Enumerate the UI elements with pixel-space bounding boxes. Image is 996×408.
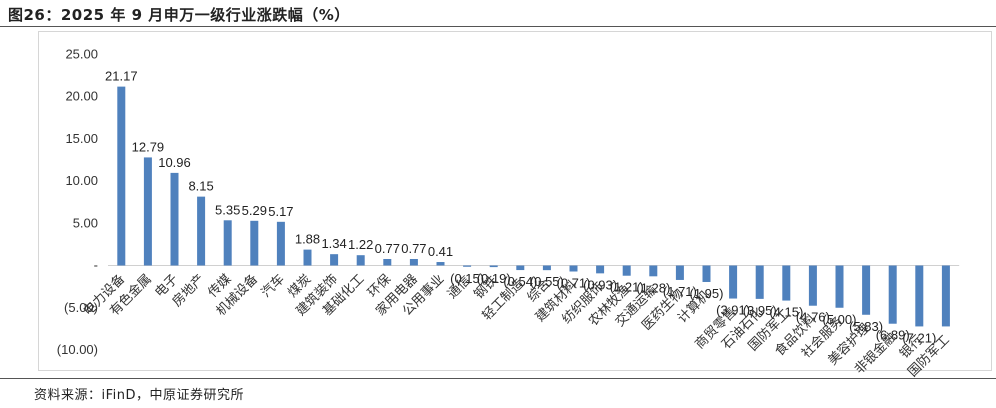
bar [808,265,817,306]
bar [383,258,392,266]
data-label: (4.76) [796,310,830,325]
data-label: (5.00) [823,312,857,327]
bar [436,262,445,266]
bar [303,249,312,266]
source-note: 资料来源：iFinD，中原证券研究所 [34,388,245,403]
data-label: (0.15) [450,271,484,286]
bar [250,220,259,266]
data-label: (3.95) [743,303,777,318]
source-rule [0,378,996,379]
bar [622,265,631,276]
y-tick-label: 5.00 [73,215,98,230]
data-label: 0.77 [401,241,426,256]
y-tick-label: 15.00 [65,131,98,146]
bar [915,265,924,327]
data-label: (7.21) [902,330,936,345]
bar [330,254,339,266]
data-label: (0.54) [503,274,537,289]
data-label: (0.19) [477,271,511,286]
bar [463,265,472,267]
bar [729,265,738,299]
bar [516,265,525,271]
bar [649,265,658,277]
data-label: 10.96 [158,155,191,170]
data-label: 5.35 [215,202,240,217]
bar [675,265,684,280]
y-tick-label: - [94,258,98,273]
y-tick-label: (5.00) [64,300,98,315]
bar [197,196,206,266]
data-label: 5.17 [268,204,293,219]
data-label: 12.79 [132,139,165,154]
chart-frame [38,31,992,371]
bar [117,86,126,266]
bar [409,258,418,266]
data-label: (1.28) [636,280,670,295]
data-label: (0.55) [530,274,564,289]
y-tick-label: (10.00) [57,342,98,357]
category-label: 汽车 [258,271,288,301]
data-label: (0.71) [557,275,591,290]
figure-title: 图26：2025 年 9 月申万一级行业涨跌幅（%） [8,6,350,24]
bar [542,265,551,271]
data-label: (0.93) [583,277,617,292]
data-label: 5.29 [242,203,267,218]
data-label: (1.71) [663,284,697,299]
data-label: (6.89) [876,328,910,343]
bar [702,265,711,282]
bar [755,265,764,299]
data-label: 8.15 [188,179,213,194]
data-label: (5.83) [849,319,883,334]
y-tick-label: 20.00 [65,89,98,104]
bar [782,265,791,301]
bar [569,265,578,272]
bar [835,265,844,308]
bar [170,172,179,266]
bar [596,265,605,274]
bar [276,221,285,266]
data-label: 0.77 [375,241,400,256]
data-label: 1.88 [295,232,320,247]
bar [862,265,871,315]
data-label: 1.22 [348,237,373,252]
bar [888,265,897,324]
data-label: (1.95) [690,286,724,301]
bar [489,265,498,268]
bar [143,157,152,266]
bar [941,265,950,327]
data-label: 21.17 [105,69,138,84]
bar [223,220,232,266]
data-label: (1.21) [610,280,644,295]
y-tick-label: 25.00 [65,46,98,61]
bar [356,255,365,266]
y-tick-label: 10.00 [65,173,98,188]
data-label: 1.34 [321,236,346,251]
title-rule [0,26,996,27]
data-label: 0.41 [428,244,453,259]
data-label: (3.91) [716,303,750,318]
data-label: (4.15) [769,305,803,320]
